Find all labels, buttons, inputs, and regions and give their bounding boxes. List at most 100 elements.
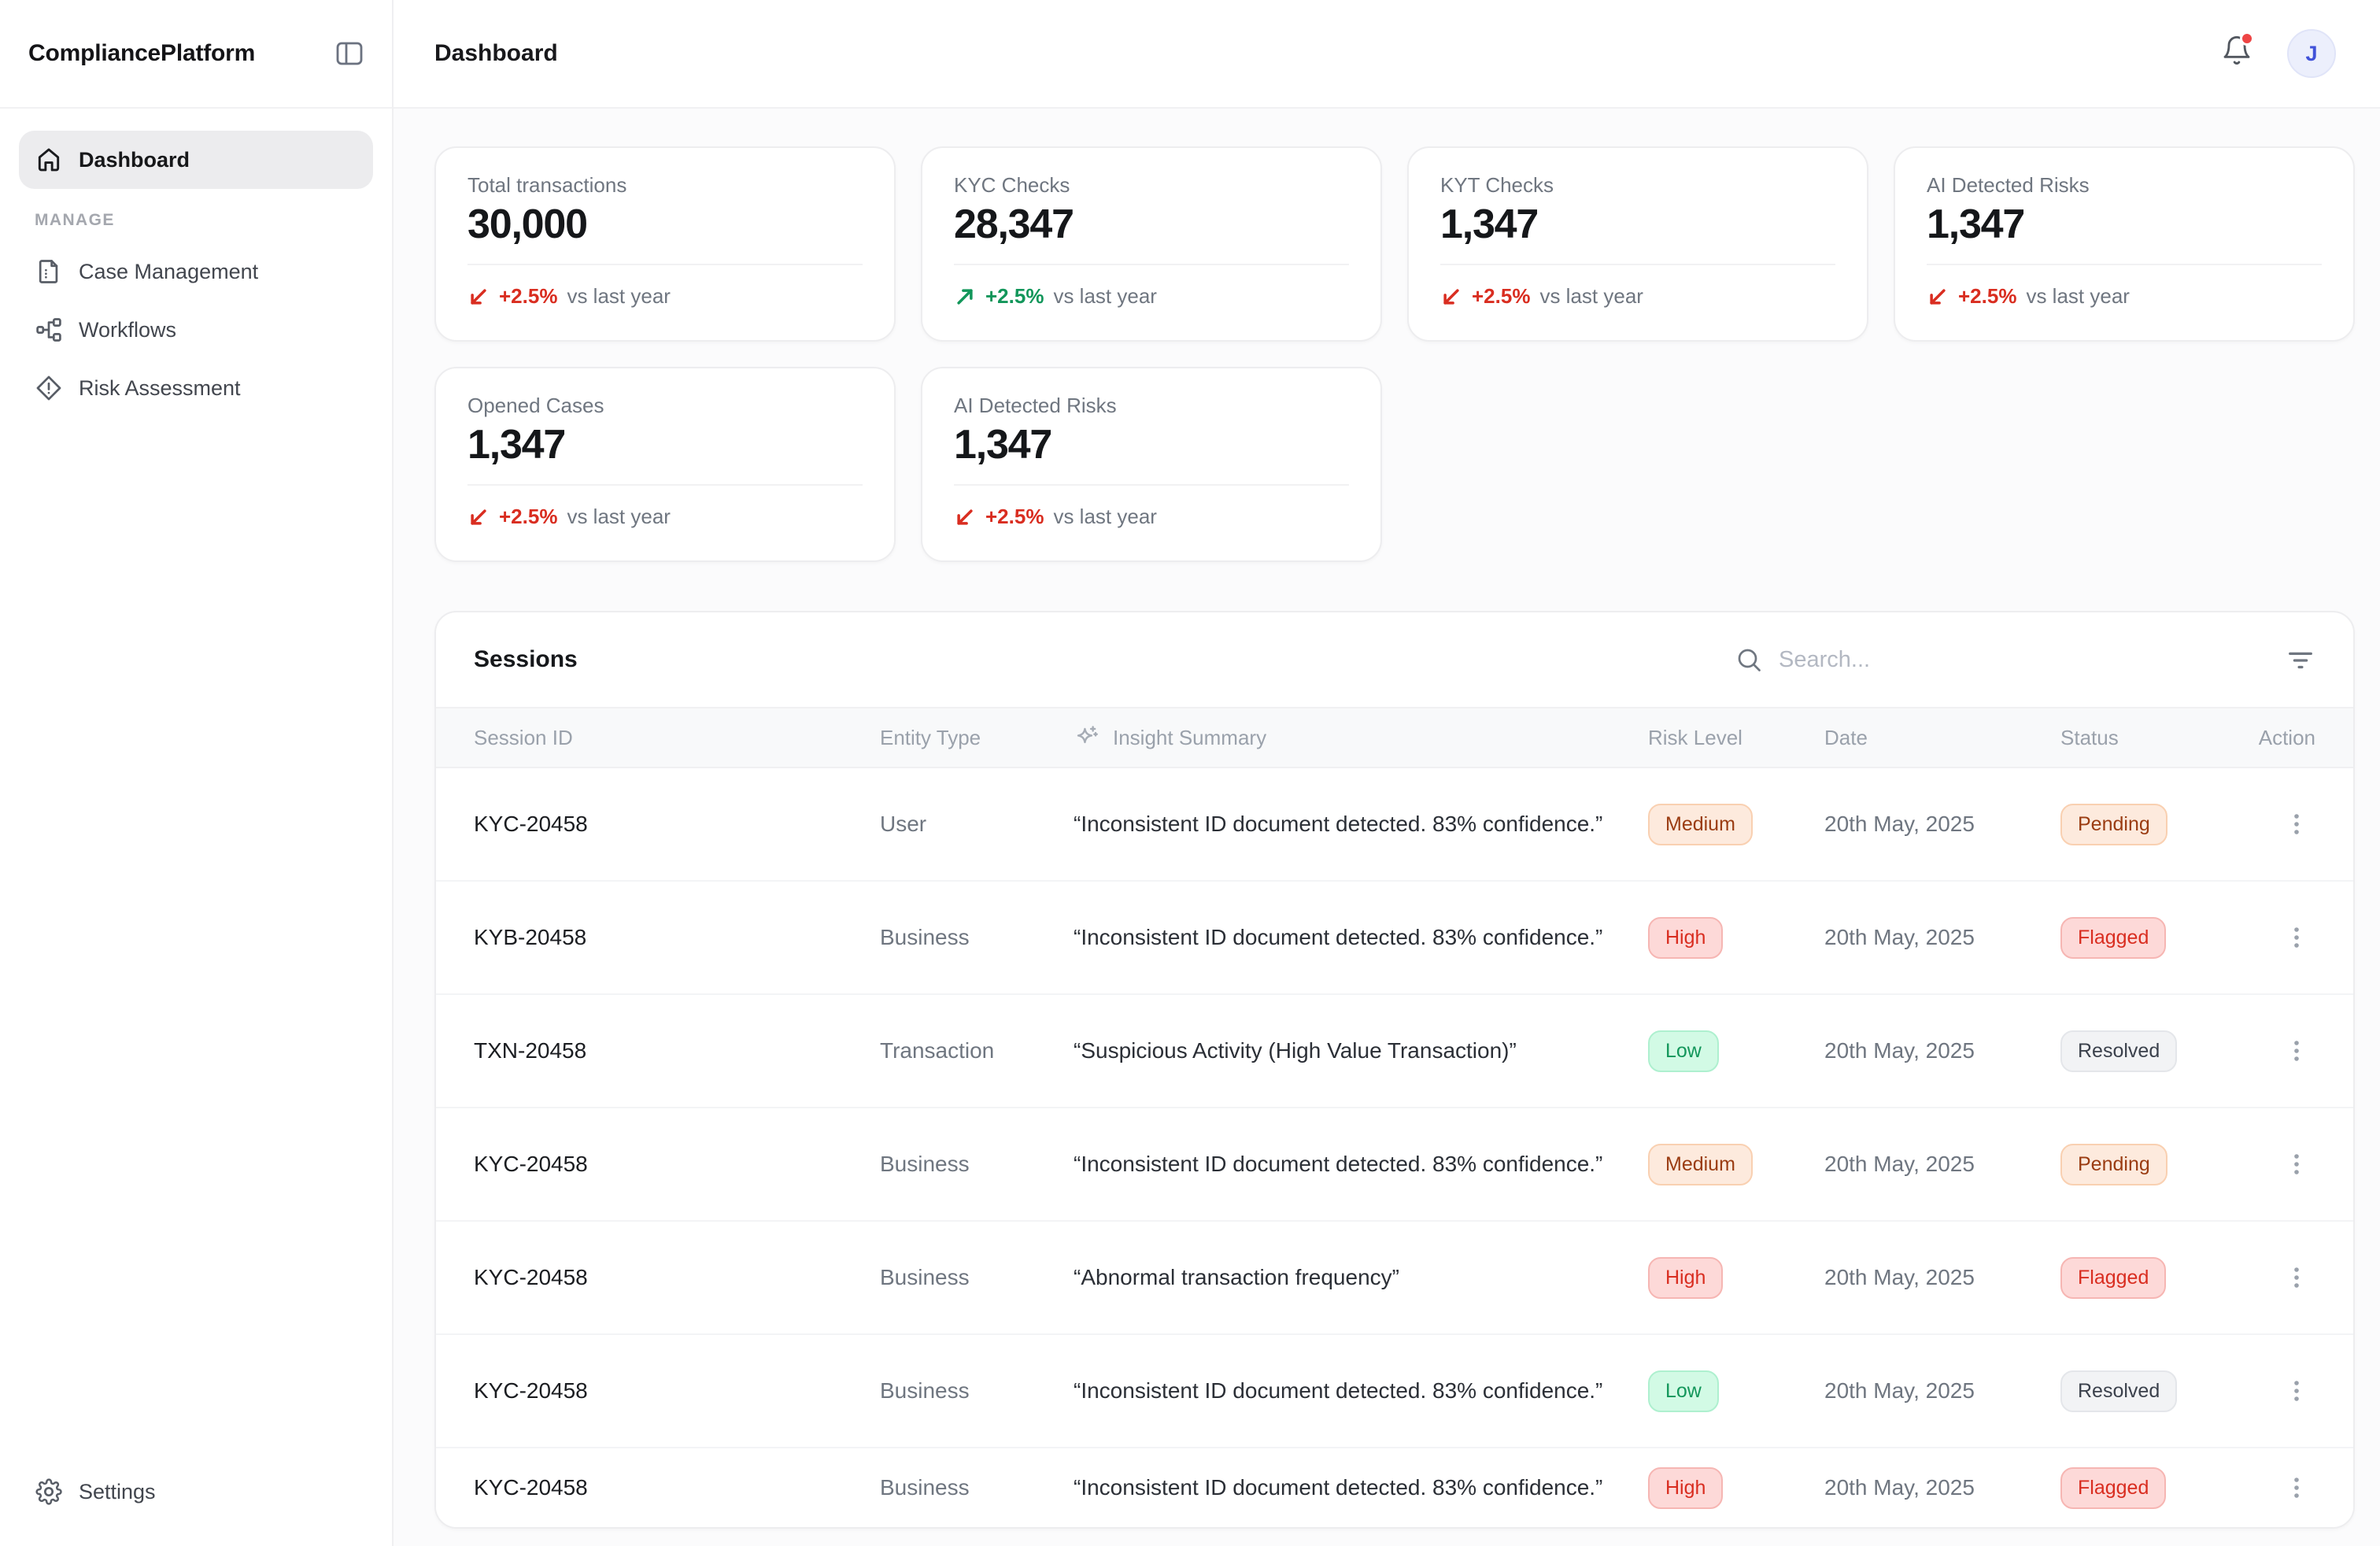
row-actions-menu-button[interactable] — [2278, 1032, 2315, 1070]
date: 20th May, 2025 — [1824, 1475, 1975, 1500]
main-content: Total transactions 30,000 +2.5% vs last yea… — [394, 109, 2380, 1546]
stat-card: AI Detected Risks 1,347 +2.5% vs last year — [1894, 146, 2355, 342]
status-cell: Resolved — [2060, 1030, 2246, 1072]
date: 20th May, 2025 — [1824, 812, 1975, 836]
entity-type: Business — [880, 1475, 970, 1500]
row-actions-menu-button[interactable] — [2278, 805, 2315, 843]
trend-percent: +2.5% — [499, 284, 558, 308]
trend-percent: +2.5% — [499, 505, 558, 528]
brand-logo: CompliancePlatform — [28, 40, 256, 66]
date: 20th May, 2025 — [1824, 925, 1975, 949]
entity-type: User — [880, 812, 927, 836]
avatar[interactable]: J — [2287, 29, 2336, 78]
table-row[interactable]: KYC-20458 Business “Inconsistent ID docume… — [436, 1108, 2353, 1222]
status-cell: Flagged — [2060, 916, 2246, 959]
action-cell — [2278, 1372, 2315, 1410]
stat-trend: +2.5% vs last year — [468, 505, 863, 529]
status-cell: Pending — [2060, 1143, 2246, 1185]
divider — [1440, 264, 1835, 265]
insight-summary: “Inconsistent ID document detected. 83% … — [1074, 1475, 1603, 1500]
trend-suffix: vs last year — [567, 284, 671, 308]
page-title: Dashboard — [434, 40, 558, 66]
action-cell — [2278, 919, 2315, 956]
search-input[interactable] — [1779, 646, 2270, 673]
table-row[interactable]: KYC-20458 Business “Inconsistent ID docume… — [436, 1335, 2353, 1448]
table-row[interactable]: TXN-20458 Transaction “Suspicious Activity… — [436, 995, 2353, 1108]
action-cell — [2278, 1145, 2315, 1183]
status-cell: Flagged — [2060, 1466, 2246, 1509]
date: 20th May, 2025 — [1824, 1378, 1975, 1403]
stats-grid: Total transactions 30,000 +2.5% vs last yea… — [434, 146, 2355, 562]
session-id: TXN-20458 — [474, 1038, 587, 1063]
stat-card: Opened Cases 1,347 +2.5% vs last year — [434, 367, 896, 562]
sidebar-collapse-icon[interactable] — [335, 39, 364, 68]
sidebar-item-label: Case Management — [79, 259, 259, 283]
column-header-entity-type: Entity Type — [880, 726, 1074, 750]
table-row[interactable]: KYC-20458 Business “Abnormal transaction f… — [436, 1222, 2353, 1335]
sidebar-item-risk-assessment[interactable]: Risk Assessment — [19, 359, 373, 417]
sidebar-item-label: Risk Assessment — [79, 375, 241, 400]
column-header-label: Date — [1824, 725, 1868, 749]
divider — [1927, 264, 2322, 265]
stat-label: AI Detected Risks — [1927, 173, 2090, 197]
status-badge: Resolved — [2060, 1370, 2178, 1412]
sidebar-item-label: Dashboard — [79, 147, 190, 172]
session-id: KYC-20458 — [474, 1152, 588, 1176]
risk-level-badge: High — [1648, 916, 1724, 959]
table-row[interactable]: KYC-20458 Business “Inconsistent ID docume… — [436, 1448, 2353, 1527]
divider — [468, 264, 863, 265]
risk-level-cell: High — [1648, 1256, 1824, 1299]
sidebar-item-dashboard[interactable]: Dashboard — [19, 131, 373, 189]
column-header-label: Action — [2258, 725, 2315, 749]
sidebar-item-settings[interactable]: Settings — [19, 1463, 373, 1521]
date: 20th May, 2025 — [1824, 1265, 1975, 1289]
insight-summary: “Inconsistent ID document detected. 83% … — [1074, 1378, 1603, 1403]
insight-summary: “Inconsistent ID document detected. 83% … — [1074, 925, 1603, 949]
filter-button[interactable] — [2286, 645, 2315, 675]
stat-label: KYC Checks — [954, 173, 1070, 197]
risk-level-cell: High — [1648, 1466, 1824, 1509]
arrow-down-left-icon — [468, 286, 490, 308]
sidebar-item-case-management[interactable]: Case Management — [19, 242, 373, 301]
stat-value: 1,347 — [1440, 202, 1539, 247]
row-actions-menu-button[interactable] — [2278, 919, 2315, 956]
sidebar: CompliancePlatform Dashboard MANAGE Case… — [0, 0, 394, 1546]
trend-suffix: vs last year — [1539, 284, 1643, 308]
status-badge: Pending — [2060, 803, 2168, 845]
divider — [954, 484, 1349, 486]
sidebar-header: CompliancePlatform — [0, 0, 392, 109]
row-actions-menu-button[interactable] — [2278, 1469, 2315, 1507]
table-row[interactable]: KYC-20458 User “Inconsistent ID document d… — [436, 768, 2353, 882]
trend-percent: +2.5% — [1472, 284, 1531, 308]
notifications-button[interactable] — [2221, 31, 2254, 72]
filter-lines-icon — [2289, 652, 2312, 669]
status-cell: Flagged — [2060, 1256, 2246, 1299]
stat-value: 28,347 — [954, 202, 1074, 247]
trend-suffix: vs last year — [1053, 284, 1157, 308]
row-actions-menu-button[interactable] — [2278, 1259, 2315, 1296]
risk-level-cell: High — [1648, 916, 1824, 959]
sidebar-item-workflows[interactable]: Workflows — [19, 301, 373, 359]
stat-trend: +2.5% vs last year — [1927, 284, 2322, 309]
sessions-card: Sessions Session ID Entity Type Insight Su… — [434, 611, 2355, 1529]
sidebar-item-label: Workflows — [79, 317, 177, 342]
risk-level-cell: Low — [1648, 1370, 1824, 1412]
table-row[interactable]: KYB-20458 Business “Inconsistent ID docume… — [436, 882, 2353, 995]
stat-card: KYT Checks 1,347 +2.5% vs last year — [1407, 146, 1868, 342]
trend-percent: +2.5% — [1958, 284, 2017, 308]
action-cell — [2278, 1032, 2315, 1070]
case-document-icon — [35, 257, 63, 286]
arrow-up-right-icon — [954, 286, 976, 308]
table-header-row: Session ID Entity Type Insight Summary Risk… — [436, 707, 2353, 768]
stat-label: AI Detected Risks — [954, 394, 1117, 417]
row-actions-menu-button[interactable] — [2278, 1145, 2315, 1183]
column-header-risk-level: Risk Level — [1648, 726, 1824, 750]
row-actions-menu-button[interactable] — [2278, 1372, 2315, 1410]
bell-icon — [2223, 35, 2250, 65]
action-cell — [2278, 1469, 2315, 1507]
stat-trend: +2.5% vs last year — [468, 284, 863, 309]
risk-level-cell: Medium — [1648, 1143, 1824, 1185]
stat-value: 1,347 — [1927, 202, 2025, 247]
column-header-status: Status — [2060, 726, 2246, 750]
trend-percent: +2.5% — [985, 505, 1044, 528]
